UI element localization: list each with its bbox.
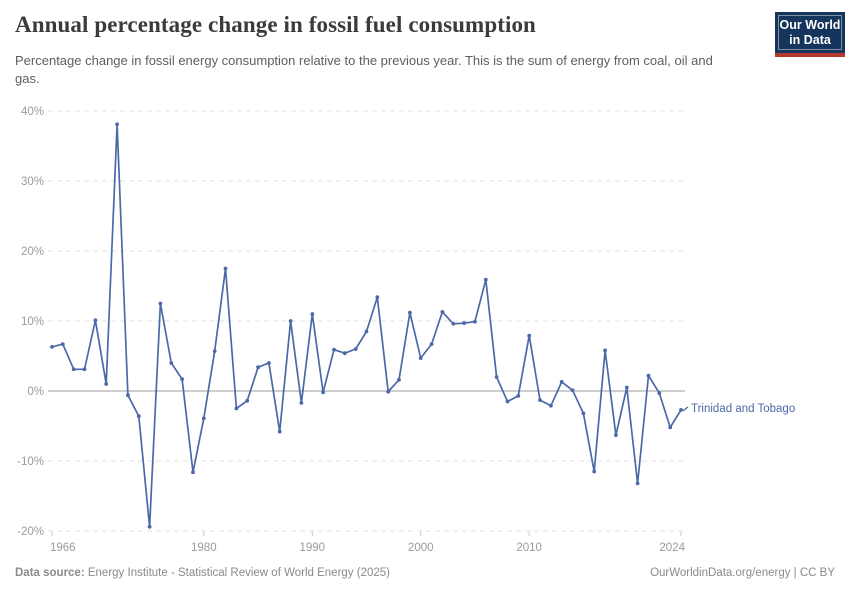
data-point-marker[interactable]	[549, 403, 553, 408]
data-point-marker[interactable]	[679, 408, 683, 412]
data-point-marker[interactable]	[603, 348, 607, 353]
data-source-text: Energy Institute - Statistical Review of…	[84, 567, 390, 579]
data-point-marker[interactable]	[462, 321, 466, 325]
y-axis-label: 20%	[21, 246, 44, 258]
data-point-marker[interactable]	[169, 361, 174, 365]
credit-note[interactable]: OurWorldinData.org/energy | CC BY	[650, 567, 835, 579]
data-point-marker[interactable]	[82, 367, 87, 372]
data-point-marker[interactable]	[332, 347, 336, 352]
data-point-marker[interactable]	[310, 312, 315, 316]
data-point-marker[interactable]	[397, 377, 401, 382]
data-point-marker[interactable]	[288, 319, 293, 323]
y-axis-label: -10%	[17, 456, 44, 468]
data-point-marker[interactable]	[136, 414, 141, 419]
data-point-marker[interactable]	[581, 411, 586, 416]
chart-footer: Data source: Energy Institute - Statisti…	[15, 567, 835, 579]
data-source-label: Data source:	[15, 567, 85, 579]
data-point-marker[interactable]	[538, 398, 542, 402]
data-point-marker[interactable]	[50, 345, 54, 349]
data-point-marker[interactable]	[93, 318, 98, 323]
data-point-marker[interactable]	[126, 393, 130, 398]
data-point-marker[interactable]	[158, 301, 163, 306]
data-point-marker[interactable]	[364, 329, 369, 334]
data-point-marker[interactable]	[646, 373, 651, 378]
data-point-marker[interactable]	[559, 380, 564, 384]
x-axis-label: 2024	[659, 542, 685, 554]
data-point-marker[interactable]	[60, 342, 65, 346]
data-point-marker[interactable]	[234, 406, 239, 411]
data-point-marker[interactable]	[147, 524, 152, 529]
x-axis-label: 2000	[408, 542, 434, 554]
data-point-marker[interactable]	[429, 342, 434, 346]
x-axis-label: 2010	[516, 542, 542, 554]
data-point-marker[interactable]	[115, 122, 119, 127]
data-point-marker[interactable]	[386, 389, 391, 394]
data-source-note: Data source: Energy Institute - Statisti…	[15, 567, 390, 579]
data-point-marker[interactable]	[657, 391, 662, 395]
x-axis-label: 1980	[191, 542, 217, 554]
data-point-marker[interactable]	[201, 416, 206, 421]
data-point-marker[interactable]	[342, 351, 347, 356]
data-point-marker[interactable]	[299, 401, 304, 405]
data-point-marker[interactable]	[494, 375, 499, 379]
data-point-marker[interactable]	[570, 388, 575, 393]
data-point-marker[interactable]	[321, 390, 325, 395]
page-title: Annual percentage change in fossil fuel …	[15, 12, 536, 37]
y-axis-label: 10%	[21, 316, 44, 328]
y-axis-label: 40%	[21, 106, 44, 118]
data-point-marker[interactable]	[104, 382, 109, 386]
data-point-marker[interactable]	[668, 425, 673, 430]
data-point-marker[interactable]	[635, 481, 640, 486]
data-point-marker[interactable]	[624, 385, 629, 390]
owid-logo-text: Our World in Data	[780, 18, 841, 51]
data-point-marker[interactable]	[267, 361, 271, 365]
data-point-marker[interactable]	[473, 319, 477, 324]
data-point-marker[interactable]	[614, 433, 618, 437]
data-point-marker[interactable]	[212, 349, 217, 353]
y-axis-label: 0%	[27, 386, 44, 398]
y-axis-label: -20%	[17, 526, 44, 538]
data-point-marker[interactable]	[440, 310, 445, 314]
owid-logo-line2: in Data	[789, 33, 831, 47]
data-point-marker[interactable]	[245, 398, 250, 403]
data-point-marker[interactable]	[418, 356, 423, 360]
data-point-marker[interactable]	[256, 365, 260, 370]
data-point-marker[interactable]	[483, 277, 488, 282]
data-point-marker[interactable]	[408, 310, 412, 315]
data-point-marker[interactable]	[375, 295, 380, 300]
data-line[interactable]	[51, 123, 682, 528]
owid-logo-line1: Our World	[779, 18, 841, 32]
data-point-marker[interactable]	[191, 470, 195, 475]
x-axis-label: 1966	[50, 542, 76, 554]
data-point-marker[interactable]	[180, 377, 185, 381]
data-point-marker[interactable]	[223, 266, 228, 271]
data-point-marker[interactable]	[451, 321, 456, 326]
data-point-marker[interactable]	[592, 469, 597, 474]
data-point-marker[interactable]	[71, 367, 76, 372]
owid-logo-border	[778, 15, 842, 50]
owid-logo: Our World in Data	[775, 12, 845, 57]
series-end-label[interactable]: Trinidad and Tobago	[691, 403, 795, 415]
data-point-marker[interactable]	[527, 333, 532, 338]
data-point-marker[interactable]	[505, 399, 510, 404]
data-point-marker[interactable]	[353, 347, 358, 351]
chart-subtitle: Percentage change in fossil energy consu…	[15, 53, 713, 86]
x-axis-label: 1990	[299, 542, 325, 554]
data-point-marker[interactable]	[516, 394, 521, 398]
y-axis-label: 30%	[21, 176, 44, 188]
owid-logo-red-stripe	[775, 53, 845, 57]
data-point-marker[interactable]	[277, 429, 282, 434]
end-label-connector	[682, 406, 689, 412]
